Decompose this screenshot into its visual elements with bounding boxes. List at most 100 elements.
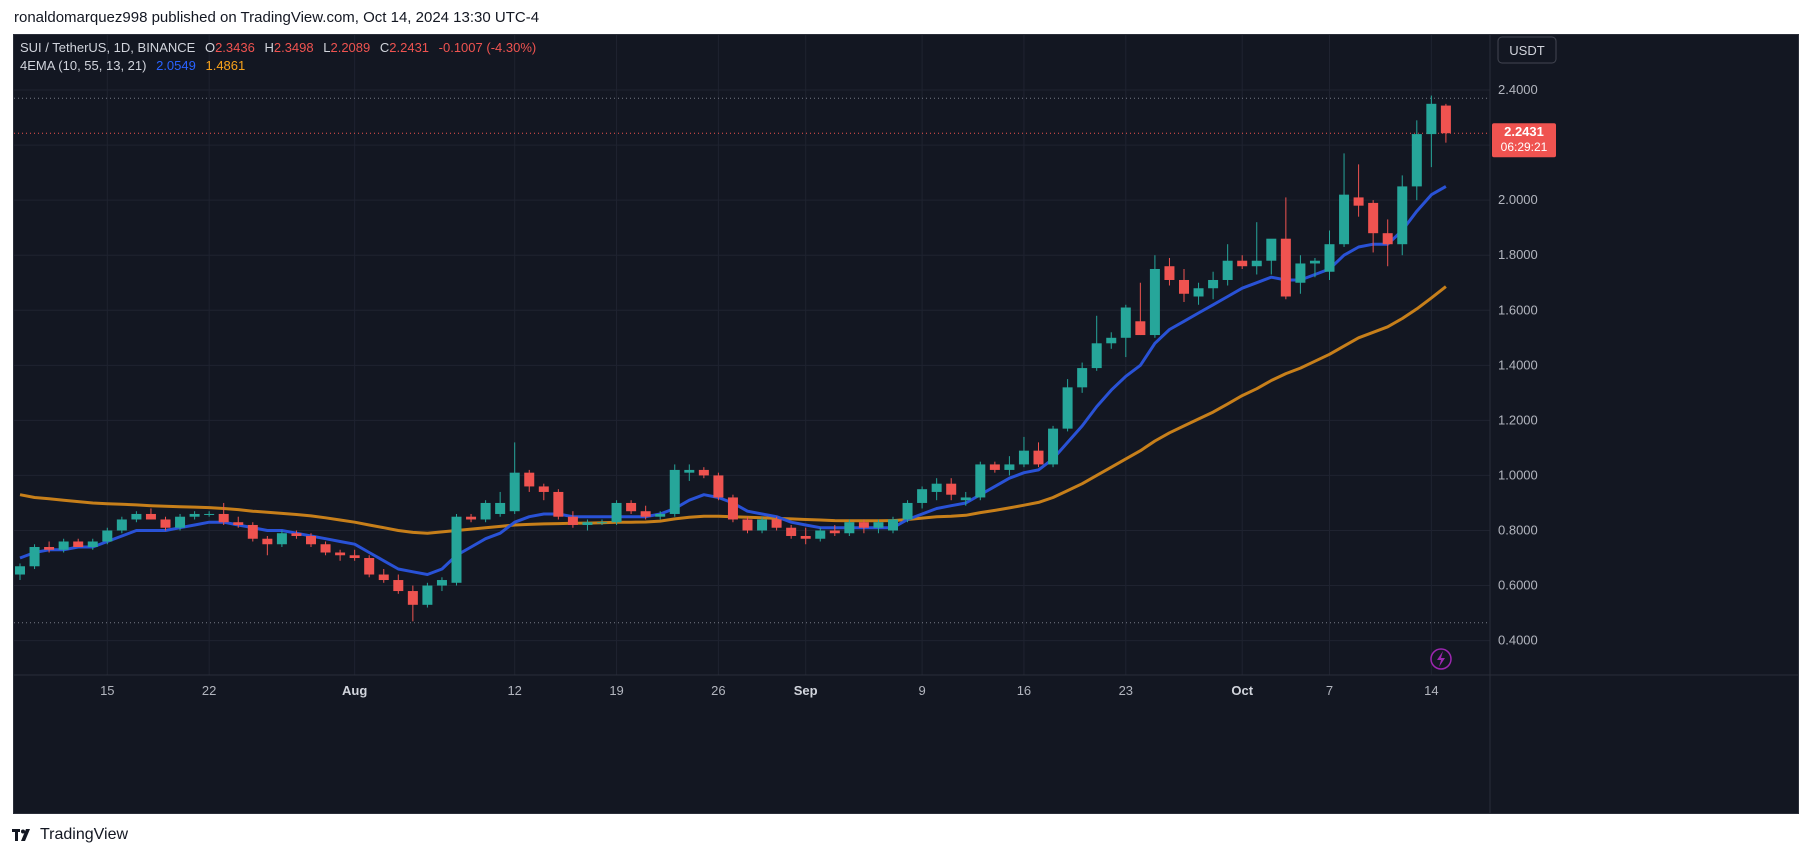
candle	[160, 516, 171, 531]
candle	[1440, 103, 1451, 143]
candle-body	[1237, 260, 1248, 267]
candle-body	[713, 475, 724, 498]
candle	[1164, 257, 1175, 286]
candle	[524, 469, 535, 492]
candle-body	[218, 513, 229, 523]
candle	[640, 505, 651, 520]
candle	[436, 577, 447, 592]
candle	[306, 533, 316, 547]
candle-body	[58, 541, 69, 550]
candle-body	[1208, 279, 1219, 289]
y-tick-label: 0.8000	[1498, 522, 1538, 537]
candle	[1018, 436, 1029, 468]
candle	[1179, 268, 1189, 303]
candle-body	[1324, 244, 1335, 272]
currency-button[interactable]: USDT	[1497, 36, 1557, 64]
candle	[800, 527, 811, 545]
candle	[669, 464, 680, 517]
x-tick-label: 9	[918, 683, 925, 698]
candle	[655, 511, 666, 520]
candle-body	[1164, 266, 1175, 280]
candle	[218, 502, 229, 525]
candle-body	[1353, 197, 1364, 206]
candle-body	[902, 502, 913, 520]
candle	[1309, 257, 1320, 278]
candle	[1033, 442, 1044, 468]
candle-body	[1106, 337, 1117, 344]
candle-body	[262, 538, 273, 545]
x-tick-label: 19	[609, 683, 623, 698]
candle	[276, 530, 287, 547]
candle-body	[960, 497, 971, 501]
candle	[364, 555, 375, 578]
candle-body	[1295, 263, 1306, 283]
candle-body	[378, 574, 389, 581]
open-label: O	[205, 40, 215, 55]
candle	[597, 519, 607, 525]
y-tick-label: 0.4000	[1498, 633, 1538, 648]
candle	[1295, 255, 1306, 294]
candle-body	[160, 519, 171, 528]
candle-body	[335, 552, 346, 556]
candle	[1077, 362, 1088, 393]
x-tick-label: Aug	[342, 683, 367, 698]
low-value: 2.2089	[330, 40, 370, 55]
candle	[1237, 255, 1248, 269]
last-price-value: 2.2431	[1504, 124, 1544, 139]
price-axis[interactable]: 0.4000 0.6000 0.8000 1.0000 1.2000 1.4000 1.60…	[1498, 82, 1538, 648]
candle-body	[131, 513, 142, 520]
candle	[1120, 304, 1131, 358]
candle-body	[15, 566, 25, 575]
y-tick-label: 0.6000	[1498, 578, 1538, 593]
candle-body	[684, 469, 695, 473]
candle-body	[1179, 279, 1189, 294]
candle-body	[451, 516, 462, 583]
chart-panel[interactable]: 0.4000 0.6000 0.8000 1.0000 1.2000 1.4000 1.60…	[13, 34, 1799, 814]
candle	[393, 574, 404, 594]
candle-body	[422, 585, 433, 605]
candle-body	[858, 522, 869, 528]
candle	[509, 442, 520, 514]
indicator-name: 4EMA (10, 55, 13, 21)	[20, 58, 146, 73]
candle	[58, 538, 69, 553]
candle-body	[145, 513, 156, 520]
candle	[1208, 271, 1219, 300]
candle-body	[320, 544, 331, 553]
symbol-legend[interactable]: SUI / TetherUS, 1D, BINANCE O2.3436 H2.3…	[20, 40, 536, 55]
lightning-icon[interactable]	[1430, 648, 1452, 670]
candle	[1222, 244, 1233, 286]
candle	[1004, 456, 1015, 476]
candle-body	[189, 513, 200, 517]
candle	[742, 516, 753, 534]
candle-body	[1004, 464, 1015, 470]
candle-body	[1193, 288, 1204, 297]
y-tick-label: 1.6000	[1498, 302, 1538, 317]
grid	[14, 35, 1490, 675]
candle-body	[698, 469, 709, 476]
candle-body	[800, 535, 811, 539]
bar-countdown: 06:29:21	[1501, 140, 1548, 154]
candle	[757, 516, 768, 534]
candle-body	[829, 530, 840, 534]
candle	[495, 491, 506, 517]
indicator-legend[interactable]: 4EMA (10, 55, 13, 21) 2.0549 1.4861	[20, 58, 245, 73]
low-label: L	[323, 40, 330, 55]
x-tick-label: 23	[1119, 683, 1133, 698]
candle-body	[1222, 260, 1233, 280]
candle-body	[888, 519, 898, 531]
y-tick-label: 1.0000	[1498, 467, 1538, 482]
candle-body	[524, 472, 535, 487]
candle-body	[567, 516, 578, 525]
last-price-tag: 2.2431 06:29:21	[1492, 123, 1556, 158]
candle-body	[349, 555, 360, 559]
candle-body	[742, 519, 753, 531]
time-axis[interactable]: 15 22 Aug 12 19 26 Sep 9 16 23 Oct 7 14	[100, 683, 1439, 698]
candle-body	[1382, 233, 1393, 245]
candle	[204, 511, 215, 517]
candlestick-chart[interactable]: 0.4000 0.6000 0.8000 1.0000 1.2000 1.4000 1.60…	[14, 35, 1798, 813]
candle-body	[597, 522, 607, 524]
candle	[888, 516, 898, 534]
candle-body	[757, 519, 768, 531]
footer: TradingView	[12, 826, 128, 844]
candle-body	[669, 469, 680, 514]
